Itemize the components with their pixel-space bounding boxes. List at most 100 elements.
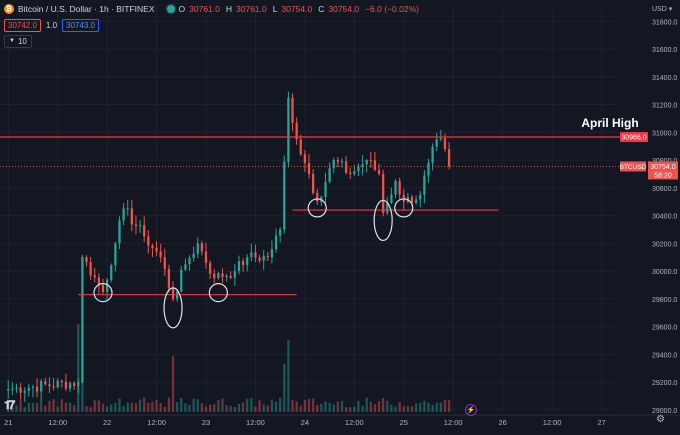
y-tick-label: 30000.0 (652, 269, 677, 276)
x-tick-label: 22 (103, 418, 111, 427)
candle-body (155, 247, 158, 252)
bitcoin-icon: ₿ (4, 4, 14, 14)
candle-body (254, 252, 257, 258)
candle-body (233, 271, 236, 278)
volume-bar (386, 400, 389, 412)
volume-bar (295, 401, 298, 412)
tradingview-logo-icon[interactable]: 𝟏𝟕 (4, 398, 15, 412)
candle-body (386, 202, 389, 213)
volume-bar (151, 401, 154, 412)
open-value: 30761.0 (189, 4, 220, 14)
volume-bar (431, 404, 434, 412)
candle-body (163, 257, 166, 269)
candle-body (340, 161, 344, 163)
candle-body (221, 273, 224, 278)
volume-bar (184, 403, 187, 412)
candle-body (324, 181, 327, 197)
circled-low-marker (208, 283, 228, 303)
volume-bar (266, 405, 269, 412)
candle-body (171, 287, 175, 299)
candle-body (423, 175, 426, 195)
symbol-title[interactable]: Bitcoin / U.S. Dollar · 1h · BITFINEX (18, 4, 155, 14)
volume-bar (93, 400, 96, 412)
volume-bar (114, 402, 117, 412)
gear-icon[interactable]: ⚙ (656, 414, 665, 425)
volume-bar (204, 406, 208, 412)
candle-body (27, 387, 30, 391)
candle-body (291, 97, 294, 123)
volume-bar (394, 406, 397, 412)
candle-body (118, 220, 121, 244)
x-tick-label: 25 (400, 418, 408, 427)
volume-bar (332, 404, 335, 412)
candle-body (344, 161, 348, 173)
volume-bar (246, 398, 249, 412)
candle-body (143, 225, 146, 237)
volume-bar (159, 402, 162, 412)
circled-low-marker (394, 198, 414, 218)
candle-body (258, 257, 261, 261)
candle-body (241, 261, 245, 266)
high-value: 30761.0 (236, 4, 267, 14)
x-tick-label: 12:00 (246, 418, 265, 427)
volume-bar (155, 399, 158, 412)
volume-bar (89, 407, 92, 412)
candle-body (48, 384, 51, 387)
candle-body (410, 196, 414, 203)
lightning-icon[interactable]: ⚡ (465, 404, 477, 416)
circled-low-marker (93, 283, 113, 303)
volume-bar (336, 401, 339, 412)
buy-button[interactable]: 30743.0 (62, 19, 99, 32)
candle-body (192, 253, 195, 258)
y-tick-label: 29800.0 (652, 297, 677, 304)
volume-bar (254, 406, 257, 412)
volume-bar (101, 403, 105, 412)
volume-bar (373, 404, 377, 412)
volume-bar (192, 398, 195, 412)
candle-body (159, 251, 162, 258)
sell-button[interactable]: 30742.0 (4, 19, 41, 32)
indicator-toggle[interactable]: ▼ 10 (4, 35, 32, 48)
volume-bar (340, 400, 344, 412)
candle-body (439, 138, 442, 140)
volume-bar (303, 399, 307, 412)
april-high-price-tag (620, 132, 648, 143)
volume-bar (419, 402, 422, 412)
volume-bar (353, 406, 356, 412)
volume-bar (250, 398, 253, 412)
candle-body (208, 262, 212, 274)
volume-bar (299, 405, 302, 412)
last-price-text: 30754.0 (650, 164, 675, 171)
candle-body (398, 180, 401, 195)
currency-label: USD ▾ (652, 6, 673, 13)
candle-body (40, 381, 43, 392)
y-tick-label: 29400.0 (652, 352, 677, 359)
volume-bar (291, 400, 294, 412)
candle-body (287, 97, 290, 162)
x-tick-label: 23 (202, 418, 210, 427)
volume-bar (97, 400, 101, 412)
volume-bar (138, 399, 142, 412)
volume-bar (414, 403, 418, 412)
volume-bar (390, 404, 393, 412)
volume-bar (48, 400, 51, 412)
candle-body (200, 243, 204, 252)
volume-bar (402, 406, 405, 412)
volume-bar (439, 402, 442, 412)
circled-low-marker (307, 198, 327, 218)
candle-body (361, 164, 364, 168)
trade-buttons: 30742.0 1.0 30743.0 (4, 19, 99, 32)
volume-bar (410, 406, 414, 412)
candle-body (431, 146, 434, 163)
candle-body (7, 389, 10, 391)
change-value: −6.0 (−0.02%) (365, 4, 419, 14)
candle-body (147, 236, 150, 246)
candle-body (311, 173, 315, 193)
volume-bar (324, 401, 327, 412)
y-tick-label: 31800.0 (652, 19, 677, 26)
volume-bar (122, 406, 125, 412)
candle-body (390, 194, 393, 203)
volume-bar (316, 404, 319, 412)
